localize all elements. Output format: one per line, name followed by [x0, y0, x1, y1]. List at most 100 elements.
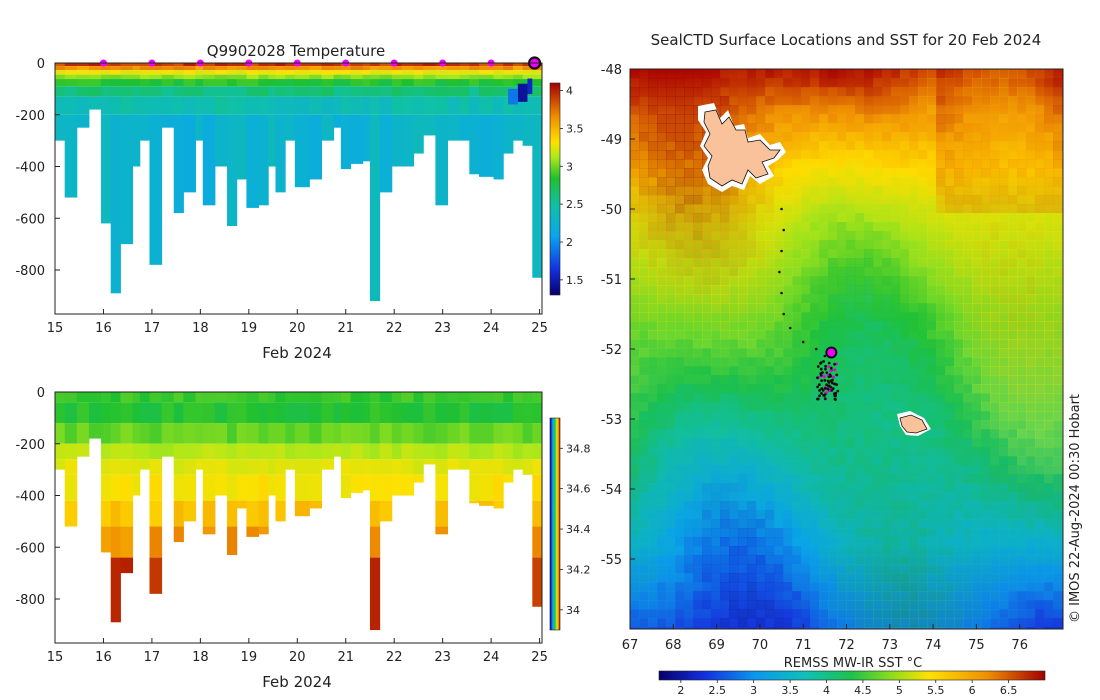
sst-pixel: [774, 231, 784, 241]
sst-pixel: [936, 159, 946, 169]
sst-pixel: [756, 465, 766, 475]
sst-pixel: [846, 195, 856, 205]
sst-pixel: [891, 213, 901, 223]
sst-pixel: [909, 591, 919, 601]
salinity-cell: [309, 402, 323, 424]
sst-pixel: [909, 564, 919, 574]
sst-pixel: [855, 456, 865, 466]
sst-pixel: [963, 96, 973, 106]
salinity-cell: [285, 423, 296, 444]
sst-pixel: [882, 204, 892, 214]
sst-pixel: [1026, 303, 1036, 313]
sst-pixel: [774, 114, 784, 124]
salinity-cell: [227, 459, 238, 475]
sst-pixel: [837, 96, 847, 106]
sst-pixel: [855, 69, 865, 79]
temperature-cell: [369, 70, 381, 75]
sst-pixel: [711, 519, 721, 529]
sst-pixel: [702, 627, 712, 629]
sst-pixel: [1053, 465, 1063, 475]
salinity-cell: [369, 443, 381, 460]
colorbar-tick-label: 3: [750, 684, 757, 697]
sst-pixel: [1053, 204, 1063, 214]
sst-pixel: [981, 168, 991, 178]
salinity-cell: [493, 423, 504, 444]
sst-pixel: [1026, 438, 1036, 448]
sst-pixel: [909, 96, 919, 106]
salinity-cell: [246, 423, 260, 444]
sst-pixel: [1053, 582, 1063, 592]
sst-pixel: [810, 474, 820, 484]
sst-pixel: [666, 402, 676, 412]
sst-pixel: [882, 555, 892, 565]
sst-pixel: [1008, 627, 1018, 629]
sst-pixel: [1017, 618, 1027, 628]
sst-pixel: [630, 312, 640, 322]
sst-pixel: [936, 492, 946, 502]
sst-pixel: [747, 609, 757, 619]
sst-pixel: [747, 591, 757, 601]
salinity-cell: [459, 392, 470, 403]
sst-pixel: [963, 573, 973, 583]
sst-pixel: [936, 573, 946, 583]
sst-pixel: [1053, 393, 1063, 403]
salinity-profile: [183, 392, 197, 522]
colorbar-tick-label: 3.5: [781, 684, 799, 697]
sst-pixel: [891, 87, 901, 97]
sst-pixel: [792, 321, 802, 331]
sst-pixel: [648, 429, 658, 439]
sst-pixel: [855, 96, 865, 106]
sst-pixel: [801, 384, 811, 394]
temperature-cell: [120, 66, 134, 71]
sst-pixel: [837, 600, 847, 610]
salinity-cell: [55, 402, 66, 424]
sst-pixel: [981, 123, 991, 133]
sst-pixel: [936, 519, 946, 529]
sst-pixel: [936, 609, 946, 619]
sst-pixel: [864, 123, 874, 133]
sst-pixel: [837, 510, 847, 520]
sst-pixel: [1053, 114, 1063, 124]
salinity-cell: [161, 423, 175, 444]
sst-pixel: [756, 564, 766, 574]
sst-pixel: [918, 78, 928, 88]
sst-pixel: [846, 204, 856, 214]
salinity-cell: [391, 443, 402, 460]
sst-pixel: [972, 618, 982, 628]
sst-pixel: [900, 339, 910, 349]
salinity-cell: [202, 459, 216, 475]
sst-pixel: [639, 564, 649, 574]
temperature-cell: [294, 96, 310, 115]
sst-pixel: [693, 150, 703, 160]
sst-pixel: [639, 69, 649, 79]
temperature-cell: [139, 66, 150, 71]
sst-pixel: [738, 231, 748, 241]
sst-pixel: [639, 132, 649, 142]
sst-pixel: [891, 303, 901, 313]
sst-pixel: [1017, 528, 1027, 538]
sst-pixel: [999, 195, 1009, 205]
temperature-cell: [447, 66, 461, 71]
sst-pixel: [747, 618, 757, 628]
sst-pixel: [837, 240, 847, 250]
sst-pixel: [828, 105, 838, 115]
sst-pixel: [945, 105, 955, 115]
y-tick-label: 0: [37, 57, 45, 72]
sst-pixel: [981, 384, 991, 394]
sst-pixel: [990, 159, 1000, 169]
sst-pixel: [801, 96, 811, 106]
sst-pixel: [882, 123, 892, 133]
sst-pixel: [747, 312, 757, 322]
sst-pixel: [702, 366, 712, 376]
sst-pixel: [765, 240, 775, 250]
sst-pixel: [819, 321, 829, 331]
sst-pixel: [855, 609, 865, 619]
temperature-cell: [362, 86, 371, 97]
sst-pixel: [666, 177, 676, 187]
sst-pixel: [675, 276, 685, 286]
sst-pixel: [864, 276, 874, 286]
sst-pixel: [729, 420, 739, 430]
sst-pixel: [864, 312, 874, 322]
sst-pixel: [747, 492, 757, 502]
temperature-cell: [275, 74, 286, 80]
